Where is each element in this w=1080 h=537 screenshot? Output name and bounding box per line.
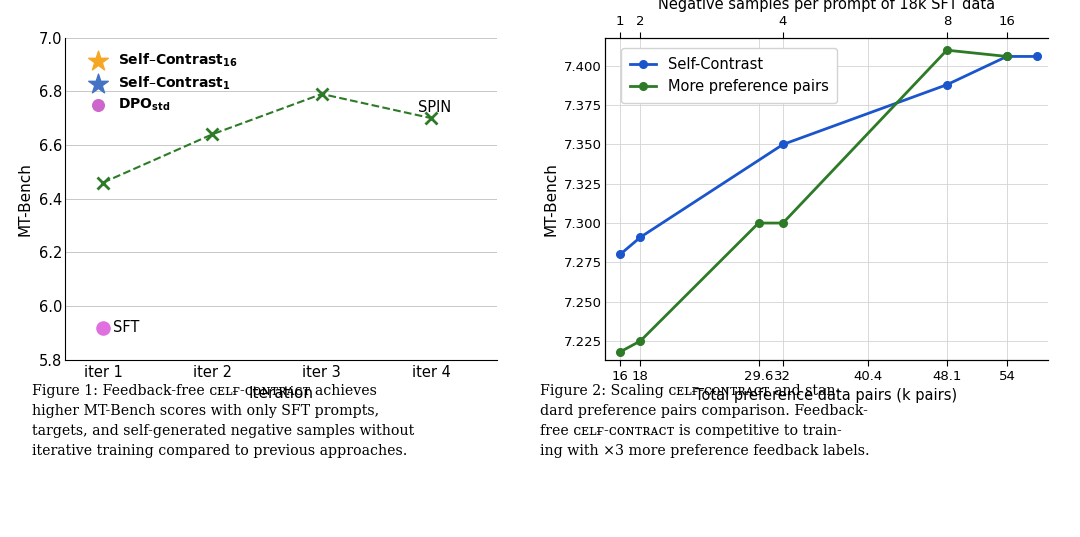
X-axis label: Iteration: Iteration (248, 386, 313, 401)
Self-Contrast (634, 234, 647, 241)
Self-Contrast (777, 141, 789, 148)
Y-axis label: MT-Bench: MT-Bench (543, 162, 558, 236)
Legend: $\bf{Self – Contrast_{16}}$, $\bf{Self – Contrast_{1}}$, $\bf{DPO_{std}}$: $\bf{Self – Contrast_{16}}$, $\bf{Self –… (80, 48, 242, 117)
Point (94, 323, 111, 332)
More preference pairs (634, 338, 647, 344)
More preference pairs (777, 220, 789, 226)
X-axis label: Total preference data pairs (k pairs): Total preference data pairs (k pairs) (696, 388, 957, 403)
X-axis label: Negative samples per prompt of 18k SFT data: Negative samples per prompt of 18k SFT d… (658, 0, 995, 12)
More preference pairs (941, 47, 954, 53)
More preference pairs (1000, 53, 1013, 60)
Self-Contrast (1000, 53, 1013, 60)
Y-axis label: MT-Bench: MT-Bench (18, 162, 33, 236)
Line: Self-Contrast: Self-Contrast (617, 53, 1041, 258)
Self-Contrast (941, 82, 954, 88)
Legend: Self-Contrast, More preference pairs: Self-Contrast, More preference pairs (621, 48, 837, 103)
More preference pairs (752, 220, 765, 226)
Line: More preference pairs: More preference pairs (617, 46, 1011, 355)
Self-Contrast (1031, 53, 1044, 60)
Text: Figure 2: Scaling ᴄᴇʟғ-ᴄᴏɴᴛʀᴀᴄᴛ and stan-
dard preference pairs comparison. Feed: Figure 2: Scaling ᴄᴇʟғ-ᴄᴏɴᴛʀᴀᴄᴛ and stan… (540, 384, 869, 458)
Text: SPIN: SPIN (418, 100, 451, 115)
Self-Contrast (613, 251, 626, 258)
Text: Figure 1: Feedback-free ᴄᴇʟғ-ᴄᴏɴᴛʀᴀᴄᴛ achieves
higher MT-Bench scores with only : Figure 1: Feedback-free ᴄᴇʟғ-ᴄᴏɴᴛʀᴀᴄᴛ ac… (32, 384, 415, 458)
More preference pairs (613, 349, 626, 355)
Text: SFT: SFT (113, 320, 139, 335)
